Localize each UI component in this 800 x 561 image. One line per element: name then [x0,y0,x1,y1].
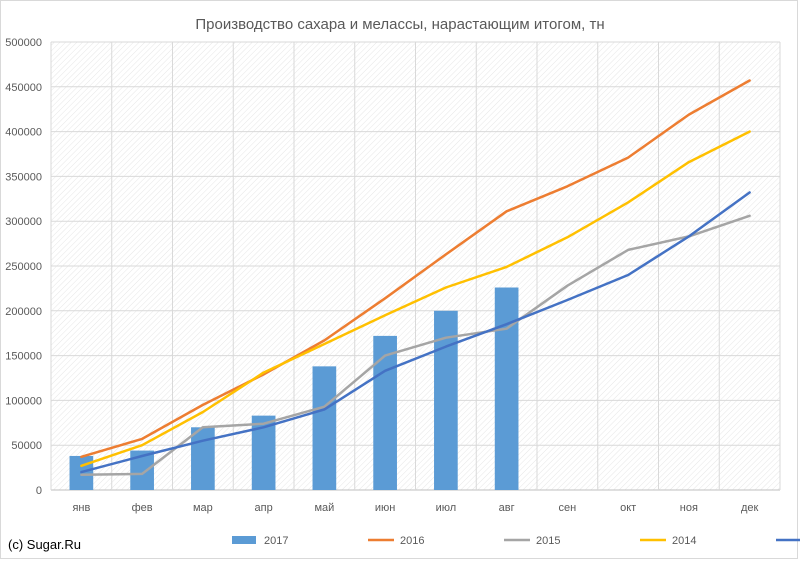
line-2013 [80,191,751,474]
x-tick-label: янв [72,502,90,514]
line-2016 [80,79,751,459]
bar-2017-авг [494,287,519,490]
bar-series [69,287,519,490]
x-tick-label: мар [193,502,213,514]
x-tick-label: дек [741,502,759,514]
bar-2017-мар [191,427,215,490]
x-tick-label: окт [620,502,636,514]
x-tick-label: июн [375,502,395,514]
y-axis-ticks: 0 50000 100000 150000 200000 250000 300000 3500… [5,37,42,497]
credit-text: (c) Sugar.Ru [8,537,81,552]
y-tick-label: 0 [36,485,42,497]
bar-2017-июн [373,335,397,490]
x-tick-label: ноя [680,502,698,514]
bar-2017-июл [434,310,458,490]
legend-label-2014: 2014 [672,535,696,547]
grid-lines [50,41,781,491]
bar-2017-апр [251,415,276,490]
legend-label-2015: 2015 [536,535,560,547]
x-tick-label: апр [255,502,273,514]
x-tick-label: сен [559,502,577,514]
x-tick-label: июл [436,502,457,514]
bar-2017-фев [130,450,154,490]
legend-label-2016: 2016 [400,535,424,547]
chart-title: Производство сахара и мелассы, нарастающ… [195,16,604,33]
legend: 20172016201520142013 [232,535,800,547]
x-axis-ticks: янв фев мар апр май июн июл авг сен окт ноя дек [72,502,758,514]
y-tick-label: 400000 [5,127,42,139]
x-tick-label: май [314,502,334,514]
line-2014 [80,130,751,468]
bar-2017-май [312,366,337,490]
y-tick-label: 200000 [5,306,42,318]
y-tick-label: 500000 [5,37,42,49]
x-tick-label: авг [499,502,515,514]
y-tick-label: 450000 [5,82,42,94]
y-tick-label: 250000 [5,261,42,273]
y-tick-label: 300000 [5,216,42,228]
y-tick-label: 350000 [5,171,42,183]
y-tick-label: 150000 [5,351,42,363]
x-tick-label: фев [132,502,153,514]
y-tick-label: 50000 [11,440,42,452]
legend-label-2017: 2017 [264,535,288,547]
legend-swatch-2017 [232,536,256,544]
y-tick-label: 100000 [5,395,42,407]
line-series [80,79,751,477]
line-2015 [80,214,751,477]
